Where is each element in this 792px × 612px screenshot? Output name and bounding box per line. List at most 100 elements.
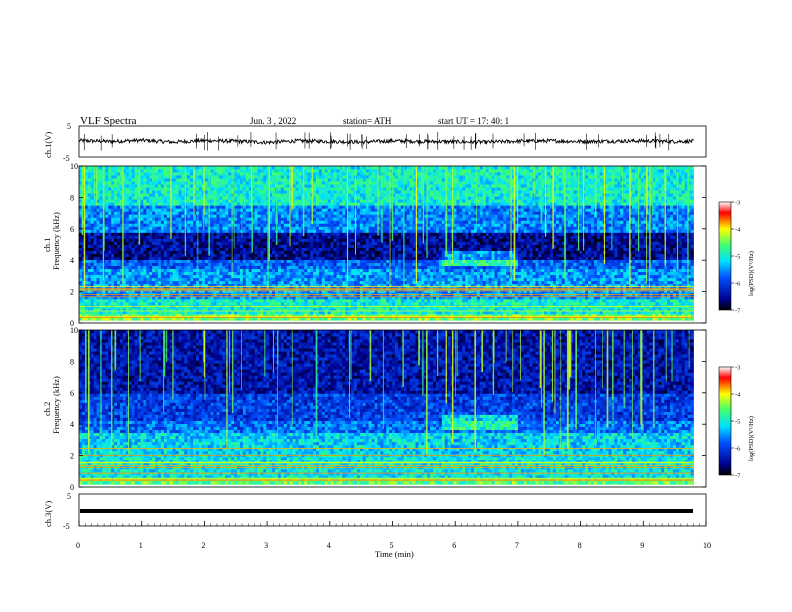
spectrogram-cell	[301, 172, 305, 176]
spectrogram-cell	[187, 181, 191, 185]
spectrogram-cell	[149, 250, 153, 254]
spectrogram-cell	[160, 298, 165, 303]
spectrogram-cell	[152, 295, 156, 300]
spectrogram-cell	[292, 280, 296, 285]
spectrogram-cell	[263, 235, 267, 239]
spectrogram-cell	[219, 214, 223, 218]
ch1-ylabel: ch.1(V)	[43, 132, 53, 158]
spectrogram-cell	[102, 265, 106, 270]
spectrogram-cell	[251, 193, 255, 197]
spectrogram-cell	[125, 211, 130, 215]
spectrogram-cell	[307, 196, 311, 200]
spectrogram-cell	[134, 283, 138, 288]
spectrogram-cell	[327, 226, 332, 230]
spectrogram-cell	[160, 316, 165, 321]
spectrogram-cell	[204, 253, 209, 257]
spectrogram-cell	[237, 262, 241, 267]
spectrogram-cell	[134, 187, 138, 191]
spectrogram-cell	[301, 265, 305, 270]
spectrogram-cell	[99, 220, 103, 224]
spectrogram-cell	[84, 199, 89, 203]
spectrogram-cell	[122, 271, 127, 276]
spectrogram-cell	[298, 223, 302, 227]
spectrogram-cell	[140, 301, 144, 306]
spectrogram-cell	[237, 169, 241, 173]
spectrogram-cell	[184, 283, 188, 288]
spectrogram-cell	[342, 184, 346, 188]
spectrogram-cell	[251, 184, 255, 188]
spectrogram-cell	[260, 265, 264, 270]
spectrogram-cell	[210, 205, 214, 209]
spectrogram-cell	[348, 229, 352, 233]
spectrogram-cell	[204, 226, 209, 230]
spectrogram-cell	[187, 211, 191, 215]
spectrogram-cell	[257, 238, 261, 242]
spectrogram-cell	[175, 226, 179, 230]
spectrogram-cell	[166, 244, 171, 248]
spectrogram-cell	[242, 217, 247, 221]
spectrogram-cell	[283, 178, 288, 182]
spectrogram-cell	[254, 199, 258, 203]
spectrogram-cell	[216, 316, 220, 321]
spectrogram-cell	[143, 313, 147, 318]
spectrogram-cell	[348, 268, 352, 273]
spectrogram-cell	[257, 187, 261, 191]
spectrogram-cell	[111, 262, 115, 267]
spectrogram-cell	[81, 310, 86, 315]
spectrogram-cell	[111, 187, 115, 191]
spectrogram-cell	[298, 211, 302, 215]
spectrogram-cell	[119, 223, 124, 227]
spectrogram-cell	[310, 265, 314, 270]
spectrogram-cell	[125, 223, 130, 227]
spectrogram-cell	[99, 184, 103, 188]
spectrogram-cell	[228, 241, 232, 245]
spectrogram-cell	[219, 193, 223, 197]
spectrogram-cell	[301, 214, 305, 218]
spectrogram-cell	[204, 310, 209, 315]
spectrogram-cell	[79, 271, 83, 276]
spectrogram-cell	[333, 238, 337, 242]
spectrogram-cell	[178, 244, 182, 248]
spectrogram-cell	[321, 310, 326, 315]
spectrogram-cell	[222, 253, 226, 257]
spectrogram-cell	[131, 265, 135, 270]
spectrogram-cell	[234, 265, 238, 270]
spectrogram-cell	[269, 193, 273, 197]
spectrogram-cell	[342, 178, 346, 182]
spectrogram-cell	[292, 298, 296, 303]
spectrogram-cell	[219, 178, 223, 182]
spectrogram-cell	[108, 259, 112, 264]
spectrogram-cell	[225, 244, 229, 248]
spectrogram-cell	[295, 181, 299, 185]
spectrogram-cell	[99, 244, 103, 248]
spectrogram-cell	[318, 259, 323, 264]
spectrogram-cell	[295, 262, 299, 267]
spectrogram-cell	[125, 217, 130, 221]
spectrogram-cell	[330, 235, 334, 239]
spectrogram-cell	[324, 289, 329, 294]
spectrogram-cell	[330, 307, 334, 312]
spectrogram-cell	[99, 223, 103, 227]
spectrogram-cell	[131, 205, 135, 209]
spectrogram-cell	[295, 289, 299, 294]
spectrogram-cell	[172, 181, 176, 185]
spectrogram-cell	[175, 283, 179, 288]
spectrogram-cell	[93, 238, 97, 242]
spectrogram-cell	[87, 214, 92, 218]
spectrogram-cell	[313, 190, 317, 194]
spectrogram-cell	[175, 181, 179, 185]
spectrogram-cell	[345, 169, 349, 173]
spectrogram-cell	[307, 256, 311, 260]
spectrogram-cell	[140, 208, 144, 212]
spectrogram-cell	[117, 274, 121, 279]
spectrogram-cell	[225, 259, 229, 264]
spectrogram-cell	[87, 313, 92, 318]
spectrogram-cell	[105, 310, 109, 315]
spectrogram-cell	[81, 229, 86, 233]
spectrogram-cell	[342, 262, 346, 267]
spectrogram-cell	[272, 253, 276, 257]
spectrogram-cell	[193, 307, 197, 312]
spectrogram-cell	[304, 229, 308, 233]
spectrogram-cell	[201, 265, 206, 270]
spectrogram-cell	[286, 250, 291, 254]
